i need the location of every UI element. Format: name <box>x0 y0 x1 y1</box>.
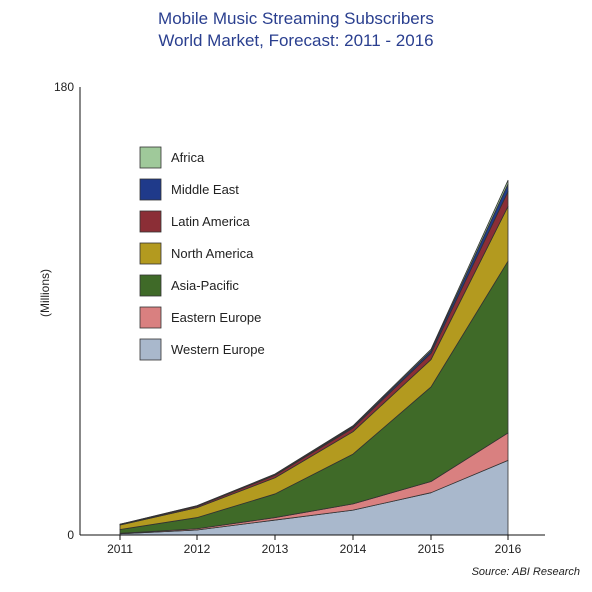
legend-label: Western Europe <box>171 342 265 357</box>
source-note: Source: ABI Research <box>471 566 580 578</box>
legend-label: North America <box>171 246 254 261</box>
y-tick-label: 180 <box>54 80 74 94</box>
legend-swatch <box>139 178 162 201</box>
legend-swatch <box>139 274 162 297</box>
area-series-africa <box>119 179 509 525</box>
x-tick-label: 2011 <box>107 542 133 556</box>
legend-label: Middle East <box>171 182 239 197</box>
x-tick-label: 2012 <box>184 542 211 556</box>
legend-swatch <box>139 146 162 169</box>
x-tick-label: 2016 <box>495 542 522 556</box>
chart-subtitle: World Market, Forecast: 2011 - 2016 <box>158 31 434 50</box>
legend-swatch <box>139 338 162 361</box>
legend-label: Eastern Europe <box>171 310 261 325</box>
chart-title-block: Mobile Music Streaming Subscribers World… <box>0 8 592 52</box>
x-tick-label: 2015 <box>418 542 445 556</box>
legend-label: Africa <box>171 150 205 165</box>
legend-label: Asia-Pacific <box>171 278 239 293</box>
x-tick-label: 2014 <box>340 542 367 556</box>
x-tick-label: 2013 <box>262 542 289 556</box>
legend-swatch <box>139 242 162 265</box>
legend-label: Latin America <box>171 214 251 229</box>
chart-title: Mobile Music Streaming Subscribers <box>158 9 434 28</box>
y-axis-label: (Millions) <box>38 269 52 317</box>
y-tick-label: 0 <box>67 528 74 542</box>
legend-swatch <box>139 306 162 329</box>
legend-swatch <box>139 210 162 233</box>
